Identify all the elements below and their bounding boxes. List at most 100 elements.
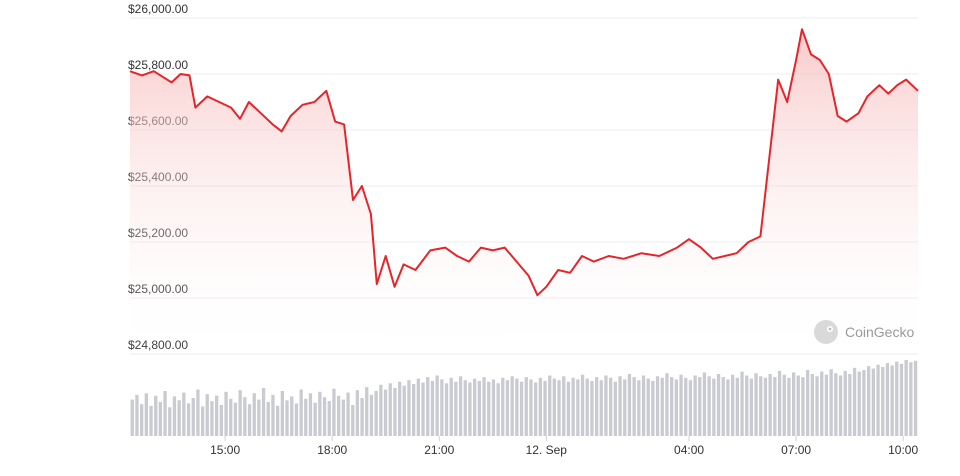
x-tick-label: 07:00 (781, 443, 811, 457)
volume-bar (909, 362, 913, 436)
volume-bar (679, 374, 683, 436)
volume-bar (867, 366, 871, 436)
volume-bar (398, 381, 402, 436)
volume-bar (280, 391, 284, 436)
volume-bar (327, 401, 331, 436)
logo-pupil (828, 327, 832, 331)
volume-bar (458, 376, 463, 436)
volume-bar (637, 380, 641, 436)
volume-bar (782, 374, 786, 436)
volume-bar (149, 405, 153, 436)
volume-bar (285, 400, 289, 436)
volume-bar (505, 380, 510, 436)
volume-bar (388, 383, 392, 436)
volume-bar (590, 380, 594, 436)
volume-bar (670, 377, 674, 436)
volume-bar (271, 394, 275, 436)
volume-bar (632, 377, 636, 436)
volume-bar (379, 384, 383, 436)
volume-bar (182, 392, 186, 436)
x-tick-label: 04:00 (674, 443, 704, 457)
volume-bar (562, 376, 566, 436)
volume-bar (716, 374, 721, 436)
volume-bar (510, 376, 514, 436)
volume-bar (806, 370, 810, 436)
volume-bar (177, 400, 181, 436)
volume-bar (763, 377, 768, 436)
volume-bar (890, 365, 894, 436)
volume-bar (604, 375, 608, 436)
volume-bar (745, 375, 749, 436)
volume-bar (843, 370, 847, 436)
volume-bar (834, 373, 838, 436)
volume-bar (552, 378, 556, 436)
volume-bar (308, 393, 313, 436)
volume-bar (618, 376, 622, 436)
volume-bar (754, 373, 758, 436)
price-line[interactable] (129, 28, 919, 297)
volume-bar (646, 378, 650, 436)
x-tick-label: 21:00 (424, 443, 454, 457)
volume-bar (702, 372, 707, 436)
volume-bar (238, 390, 242, 436)
volume-bar (468, 382, 472, 436)
volume-bar (365, 387, 369, 436)
volume-bar (721, 377, 725, 436)
volume-bar (838, 375, 843, 436)
volume-bar (144, 393, 148, 436)
volume-bar (313, 402, 317, 436)
volume-bar (233, 402, 238, 436)
volume-bar (820, 371, 824, 436)
volume-bar (599, 380, 603, 436)
volume-bar (299, 389, 303, 436)
volume-bar (416, 378, 420, 436)
volume-bar (768, 374, 772, 436)
volume-bar (627, 374, 632, 436)
volume-bar (787, 377, 791, 436)
volume-bar (261, 387, 266, 436)
volume-bar (491, 379, 496, 436)
volume-bar (895, 361, 899, 436)
volume-bar (369, 394, 374, 436)
volume-bar (374, 391, 378, 436)
volume-bar (852, 367, 857, 436)
volume-bar (407, 380, 411, 436)
volume-bar (674, 379, 678, 436)
volume-bar (229, 398, 233, 436)
volume-bar (322, 397, 327, 436)
volume-bar (487, 381, 491, 436)
x-tick-label: 18:00 (317, 443, 347, 457)
y-tick-label: $25,800.00 (128, 58, 188, 72)
volume-bar (796, 375, 800, 436)
volume-bar (130, 399, 134, 436)
volume-bar (529, 379, 533, 436)
volume-bar (337, 395, 341, 436)
volume-bar (641, 375, 646, 436)
volume-bar (205, 394, 209, 436)
volume-bar (444, 383, 449, 436)
volume-bar (440, 379, 444, 436)
volume-bar (871, 368, 875, 436)
volume-bar (726, 379, 730, 436)
volume-bar (332, 388, 336, 436)
volume-bar (257, 399, 261, 436)
volume-bar (421, 382, 425, 436)
volume-bar (749, 378, 753, 436)
logo-circle (814, 320, 838, 344)
volume-bar (252, 393, 256, 436)
volume-bar (383, 389, 388, 436)
volume-bar (341, 399, 345, 436)
volume-bar (224, 391, 228, 436)
volume-bar (163, 391, 167, 436)
volume-bar (740, 371, 744, 436)
coingecko-logo-icon (814, 320, 838, 344)
volume-bar (580, 374, 585, 436)
volume-bar (304, 398, 308, 436)
volume-bar (566, 381, 571, 436)
volume-bar (524, 377, 528, 436)
volume-bar (454, 381, 458, 436)
volume-bar (913, 360, 918, 436)
volume-bar (219, 405, 223, 436)
